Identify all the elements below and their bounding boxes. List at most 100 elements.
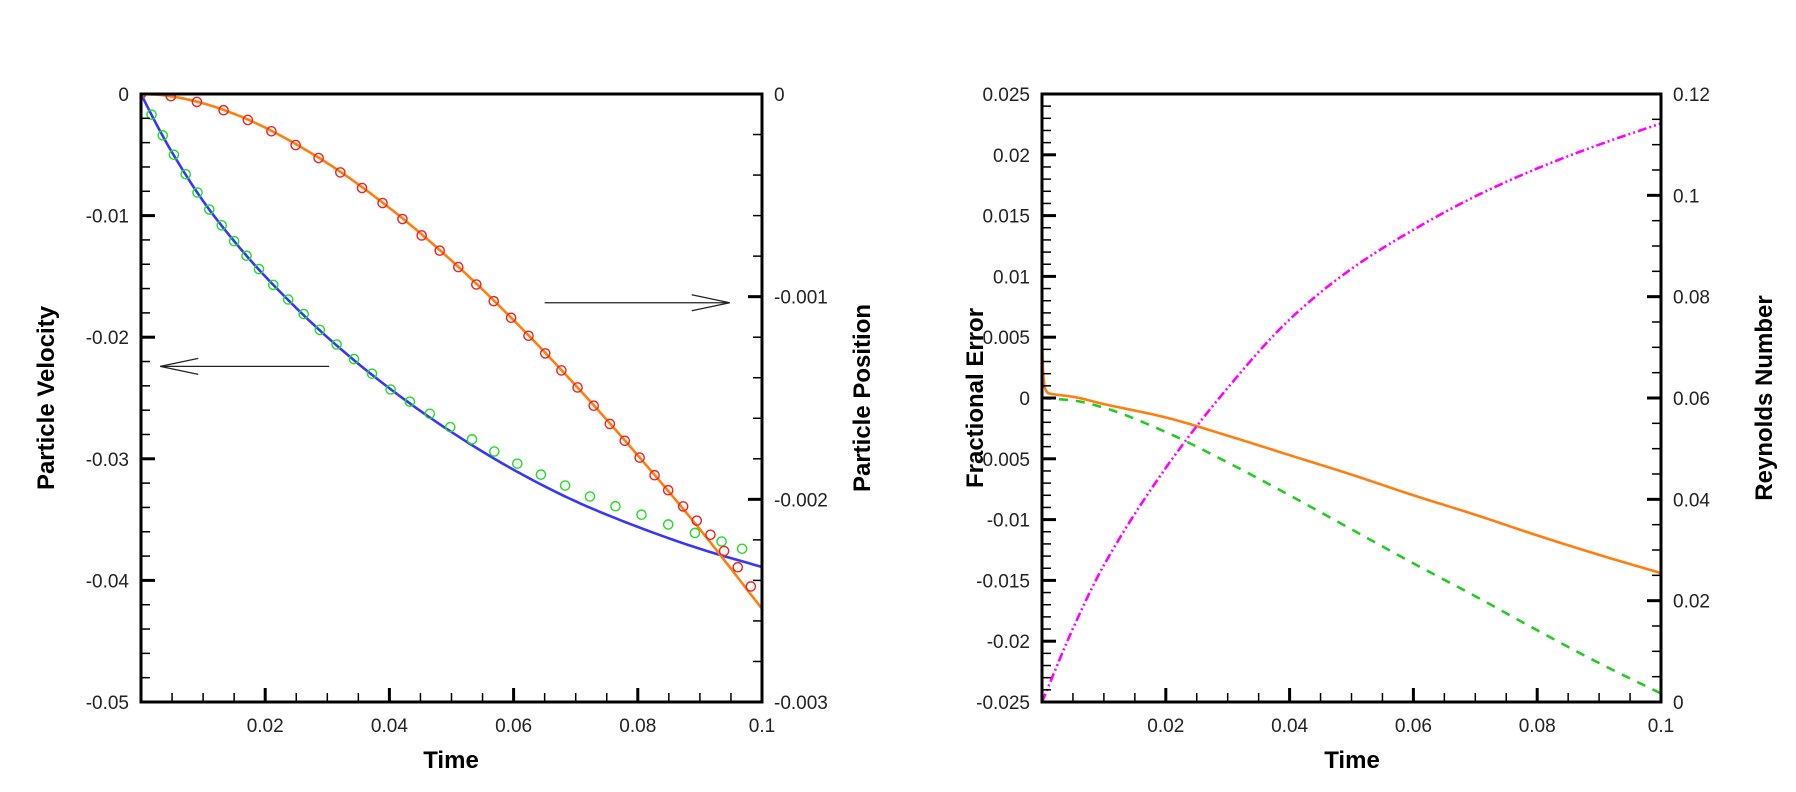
y-tick-label: -0.015: [976, 571, 1030, 592]
y-tick-label: -0.03: [86, 450, 129, 471]
data-point: [523, 330, 534, 342]
y-tick-label: 0.01: [993, 267, 1030, 288]
x-tick-label: 0.02: [247, 716, 284, 737]
data-point: [610, 500, 621, 512]
y2-tick-label: 0.06: [1673, 389, 1710, 410]
data-point: [313, 152, 324, 164]
data-point: [736, 543, 748, 555]
data-point: [634, 452, 645, 463]
plot-frame: [1040, 92, 1663, 704]
arrow-annotation-0: [160, 357, 330, 375]
y-tick-label: -0.05: [86, 693, 129, 714]
data-point: [466, 434, 478, 445]
data-point: [505, 312, 517, 324]
data-point: [314, 324, 326, 336]
data-point: [377, 197, 388, 209]
data-point: [489, 446, 500, 457]
data-point: [716, 536, 727, 547]
data-point: [636, 509, 647, 521]
y-tick-label: 0.025: [982, 85, 1030, 106]
data-point: [732, 561, 744, 573]
data-point: [559, 480, 571, 491]
data-point: [298, 308, 310, 320]
data-point: [216, 220, 228, 231]
data-point: [471, 279, 482, 290]
data-point: [512, 458, 523, 469]
x-tick-label: 0.1: [749, 716, 775, 737]
data-point: [718, 545, 730, 557]
tick-labels: 0.02 0.04 0.06 0.08 0.1 0 -0.01 -0.02 -0.03 -0.04…: [86, 85, 828, 737]
error-reynolds-chart: Time Fractional Error Reynolds Number 0.…: [962, 85, 1778, 774]
data-point: [366, 368, 378, 379]
x-tick-label: 0.02: [1147, 716, 1184, 737]
y2-axis-title: Reynolds Number: [1751, 295, 1778, 500]
y-tick-label: -0.025: [976, 693, 1030, 714]
ticks: [1042, 105, 1663, 702]
data-point: [228, 235, 240, 247]
y2-tick-label: 0: [1673, 693, 1684, 714]
marker-series-3: [141, 94, 757, 592]
x-tick-label: 0.04: [371, 716, 408, 737]
x-tick-label: 0.08: [619, 716, 656, 737]
y-axis-title: Fractional Error: [962, 308, 989, 488]
data-point: [705, 529, 716, 541]
data-point: [241, 250, 252, 262]
data-point: [745, 581, 757, 592]
y-tick-label: -0.02: [987, 632, 1030, 653]
y2-tick-label: 0.04: [1673, 490, 1710, 511]
data-point: [165, 94, 177, 102]
x-axis-title: Time: [1324, 747, 1380, 774]
data-point: [204, 204, 215, 215]
y2-tick-label: 0.02: [1673, 592, 1710, 613]
line-series-0: [141, 94, 762, 569]
velocity-position-chart: Time Particle Velocity Particle Position…: [33, 85, 876, 774]
x-tick-label: 0.06: [495, 716, 532, 737]
y-axis-title: Particle Velocity: [33, 305, 60, 490]
data-point: [191, 96, 203, 108]
data-point: [192, 187, 203, 198]
line-series-2: [141, 94, 762, 610]
tick-labels: 0.02 0.04 0.06 0.08 0.1 0.025 0.02 0.015 0.01 0.0…: [976, 85, 1710, 737]
y2-tick-label: 0.1: [1673, 186, 1699, 207]
y2-tick-label: -0.001: [774, 288, 828, 309]
data-point: [584, 491, 596, 502]
x-tick-label: 0.04: [1271, 716, 1308, 737]
data-point: [604, 418, 616, 430]
data-point: [556, 365, 567, 376]
data-point: [146, 109, 157, 120]
data-point: [691, 515, 703, 526]
y-tick-label: -0.01: [987, 511, 1030, 532]
data-point: [267, 279, 279, 291]
ticks: [141, 117, 764, 702]
data-point: [535, 469, 547, 480]
plot-frame: [139, 92, 764, 704]
y2-tick-label: 0.12: [1673, 85, 1710, 106]
data-point: [677, 501, 689, 512]
data-point: [453, 261, 464, 273]
data-point: [444, 421, 456, 433]
data-point: [253, 263, 265, 275]
data-point: [335, 167, 346, 178]
x-tick-label: 0.08: [1519, 716, 1556, 737]
y-tick-label: -0.04: [86, 571, 130, 592]
data-point: [662, 484, 674, 496]
y2-tick-label: -0.002: [774, 490, 828, 511]
y-tick-label: 0.005: [982, 328, 1030, 349]
y-tick-label: 0.015: [982, 207, 1030, 228]
line-series-0: [1042, 337, 1661, 575]
y-tick-label: -0.02: [86, 328, 129, 349]
data-point: [424, 408, 436, 420]
arrow-annotation-1: [544, 294, 730, 312]
data-point: [348, 353, 360, 365]
line-series-1: [1042, 396, 1661, 695]
line-series-2: [1042, 122, 1661, 702]
data-point: [180, 168, 192, 180]
plot-area: [1042, 122, 1661, 702]
y2-axis-title: Particle Position: [849, 304, 876, 492]
data-point: [404, 396, 416, 407]
y2-tick-label: -0.003: [774, 693, 828, 714]
x-axis-title: Time: [423, 747, 479, 774]
data-point: [356, 182, 368, 194]
data-point: [588, 400, 600, 412]
y2-tick-label: 0: [774, 85, 785, 106]
